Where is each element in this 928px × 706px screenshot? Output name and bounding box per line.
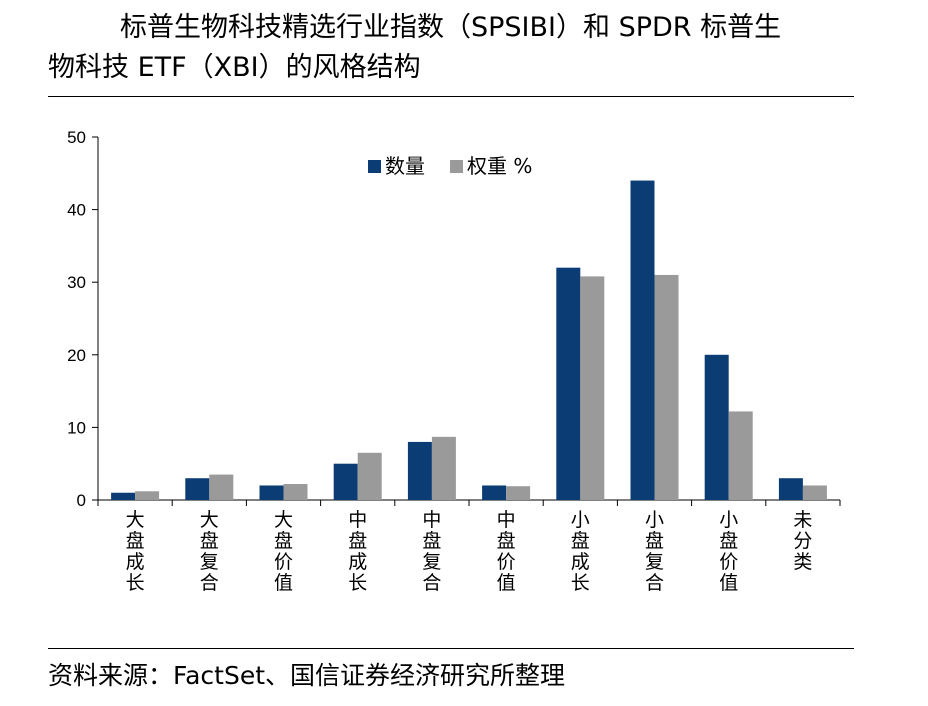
x-tick-label: 中盘复合 — [422, 509, 441, 594]
y-tick-label: 40 — [67, 201, 86, 220]
bar-weight-8 — [654, 274, 679, 500]
source-divider — [48, 648, 854, 649]
bar-count-7 — [556, 267, 581, 500]
bar-weight-4 — [357, 452, 382, 500]
legend-item: 权重 % — [450, 154, 532, 178]
x-tick-label: 中盘价值 — [497, 509, 516, 594]
legend-swatch — [368, 160, 381, 173]
y-tick: 0 — [77, 491, 98, 510]
bar-count-6 — [482, 485, 507, 500]
y-tick: 40 — [67, 201, 98, 220]
y-tick-label: 50 — [67, 128, 86, 147]
bar-count-9 — [704, 354, 729, 500]
legend-swatch — [450, 160, 463, 173]
chart-title-line-1: 标普生物科技精选行业指数（SPSIBI）和 SPDR 标普生 — [120, 12, 782, 43]
y-tick-label: 10 — [67, 418, 86, 437]
legend-label: 权重 % — [467, 154, 532, 178]
legend-item: 数量 — [368, 154, 425, 178]
bar-count-2 — [185, 478, 210, 500]
bar-weight-5 — [431, 436, 456, 500]
chart-bars — [111, 180, 827, 500]
y-tick-label: 0 — [77, 491, 86, 510]
bar-count-10 — [778, 478, 803, 500]
chart-title: 标普生物科技精选行业指数（SPSIBI）和 SPDR 标普生 物科技 ETF（X… — [48, 8, 858, 88]
bar-count-4 — [333, 463, 358, 500]
bar-weight-1 — [135, 491, 160, 500]
bar-weight-9 — [728, 411, 753, 500]
bar-weight-2 — [209, 474, 234, 500]
chart-title-line-2: 物科技 ETF（XBI）的风格结构 — [48, 52, 421, 83]
bar-count-1 — [111, 492, 136, 500]
bar-weight-3 — [283, 484, 308, 500]
source-note: 资料来源：FactSet、国信证券经济研究所整理 — [48, 661, 566, 690]
y-tick-label: 20 — [67, 346, 86, 365]
x-tick-label: 大盘复合 — [200, 509, 219, 594]
y-tick: 50 — [67, 128, 98, 147]
bar-weight-7 — [580, 276, 605, 500]
y-tick-label: 30 — [67, 273, 86, 292]
x-tick-label: 小盘价值 — [719, 509, 738, 594]
bar-weight-10 — [802, 485, 827, 500]
chart-axes: 0 10 20 30 40 50 — [67, 128, 841, 510]
x-axis-labels: 大盘成长 大盘复合 大盘价值 中盘成长 中盘复合 中盘价值 小盘成长 小盘复合 小盘价值 未分类 — [126, 509, 813, 594]
x-tick-label: 中盘成长 — [348, 509, 367, 594]
x-tick-label: 小盘成长 — [571, 509, 590, 594]
chart-legend: 数量 权重 % — [368, 154, 532, 178]
bar-count-3 — [259, 485, 284, 500]
x-tick-label: 大盘价值 — [274, 509, 293, 594]
y-tick: 20 — [67, 346, 98, 365]
title-divider — [48, 96, 854, 97]
bar-count-8 — [630, 180, 655, 500]
bar-weight-6 — [506, 486, 531, 500]
y-tick: 30 — [67, 273, 98, 292]
x-tick-label: 未分类 — [793, 509, 812, 573]
x-tick-label: 大盘成长 — [126, 509, 145, 594]
x-tick-label: 小盘复合 — [645, 509, 664, 594]
legend-label: 数量 — [385, 154, 425, 178]
y-tick: 10 — [67, 418, 98, 437]
bar-count-5 — [407, 441, 432, 500]
